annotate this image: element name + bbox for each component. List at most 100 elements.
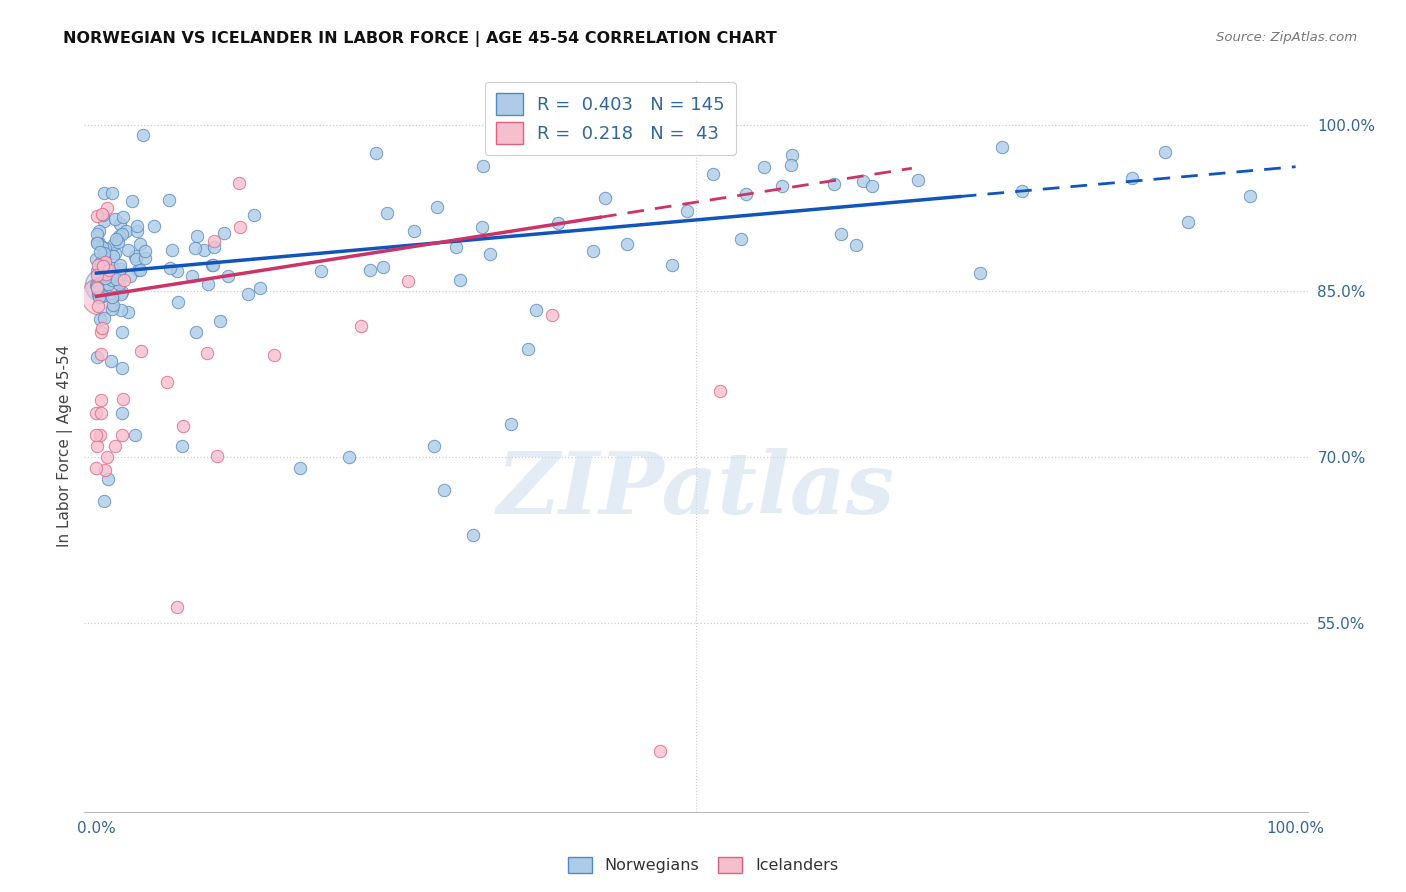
Point xyxy=(101,249,124,263)
Point xyxy=(108,258,131,272)
Point xyxy=(433,483,456,498)
Point xyxy=(90,207,112,221)
Point xyxy=(709,384,731,398)
Point xyxy=(515,130,537,145)
Point xyxy=(969,266,991,280)
Point xyxy=(205,449,228,463)
Point xyxy=(97,472,120,486)
Point xyxy=(127,262,149,277)
Point xyxy=(87,290,110,304)
Point xyxy=(93,251,115,265)
Point xyxy=(89,244,111,259)
Point xyxy=(734,187,756,202)
Point xyxy=(90,346,112,360)
Point xyxy=(134,251,156,265)
Point xyxy=(991,140,1014,154)
Point xyxy=(730,232,752,246)
Point xyxy=(780,148,803,162)
Point xyxy=(91,289,114,303)
Point xyxy=(86,299,108,313)
Point xyxy=(288,461,311,475)
Point xyxy=(131,128,153,142)
Text: ZIPatlas: ZIPatlas xyxy=(496,448,896,532)
Point xyxy=(86,406,108,420)
Point xyxy=(676,203,699,218)
Point xyxy=(86,264,108,278)
Point xyxy=(121,194,143,209)
Point xyxy=(96,264,118,278)
Point xyxy=(1177,215,1199,229)
Point xyxy=(1121,170,1143,185)
Point xyxy=(101,268,124,283)
Point xyxy=(907,173,929,187)
Point xyxy=(249,281,271,295)
Point xyxy=(89,428,111,442)
Point xyxy=(172,439,194,453)
Point xyxy=(90,240,112,254)
Point xyxy=(124,428,146,442)
Point xyxy=(193,243,215,257)
Point xyxy=(461,527,484,541)
Point xyxy=(90,321,112,335)
Point xyxy=(501,417,523,431)
Point xyxy=(118,268,141,283)
Point xyxy=(86,439,108,453)
Point xyxy=(823,177,845,191)
Point xyxy=(752,160,775,174)
Point xyxy=(100,186,122,201)
Point xyxy=(96,450,118,464)
Point xyxy=(685,118,707,132)
Point xyxy=(117,243,139,257)
Point xyxy=(471,219,494,234)
Point xyxy=(616,237,638,252)
Point xyxy=(197,277,219,291)
Point xyxy=(200,258,222,272)
Point xyxy=(371,260,394,275)
Point xyxy=(104,232,127,246)
Point xyxy=(86,209,108,223)
Point xyxy=(98,245,121,260)
Point xyxy=(830,227,852,241)
Point xyxy=(217,268,239,283)
Point xyxy=(111,392,134,407)
Point xyxy=(124,249,146,263)
Point xyxy=(142,219,165,234)
Point xyxy=(96,201,118,215)
Point xyxy=(156,375,179,389)
Point xyxy=(90,406,112,420)
Point xyxy=(93,246,115,260)
Point xyxy=(117,305,139,319)
Point xyxy=(110,406,132,420)
Point xyxy=(97,262,120,277)
Point xyxy=(1153,145,1175,159)
Text: Source: ZipAtlas.com: Source: ZipAtlas.com xyxy=(1216,31,1357,45)
Point xyxy=(661,258,683,272)
Point xyxy=(129,237,152,252)
Point xyxy=(111,227,134,241)
Point xyxy=(779,158,801,172)
Point xyxy=(86,252,108,266)
Point xyxy=(91,208,114,222)
Point xyxy=(101,298,124,312)
Point xyxy=(423,439,446,453)
Point xyxy=(94,267,117,281)
Point xyxy=(404,223,426,237)
Point xyxy=(228,176,250,190)
Point xyxy=(90,393,112,408)
Point xyxy=(86,277,108,292)
Point xyxy=(87,224,110,238)
Point xyxy=(524,303,547,318)
Point xyxy=(108,261,131,276)
Point xyxy=(101,261,124,276)
Point xyxy=(86,461,108,475)
Point xyxy=(104,246,127,260)
Point xyxy=(111,361,134,376)
Point xyxy=(426,200,449,214)
Point xyxy=(159,260,181,275)
Point xyxy=(186,229,208,244)
Point xyxy=(101,290,124,304)
Point xyxy=(212,227,235,241)
Point xyxy=(229,219,252,234)
Point xyxy=(162,244,184,258)
Point xyxy=(110,302,132,317)
